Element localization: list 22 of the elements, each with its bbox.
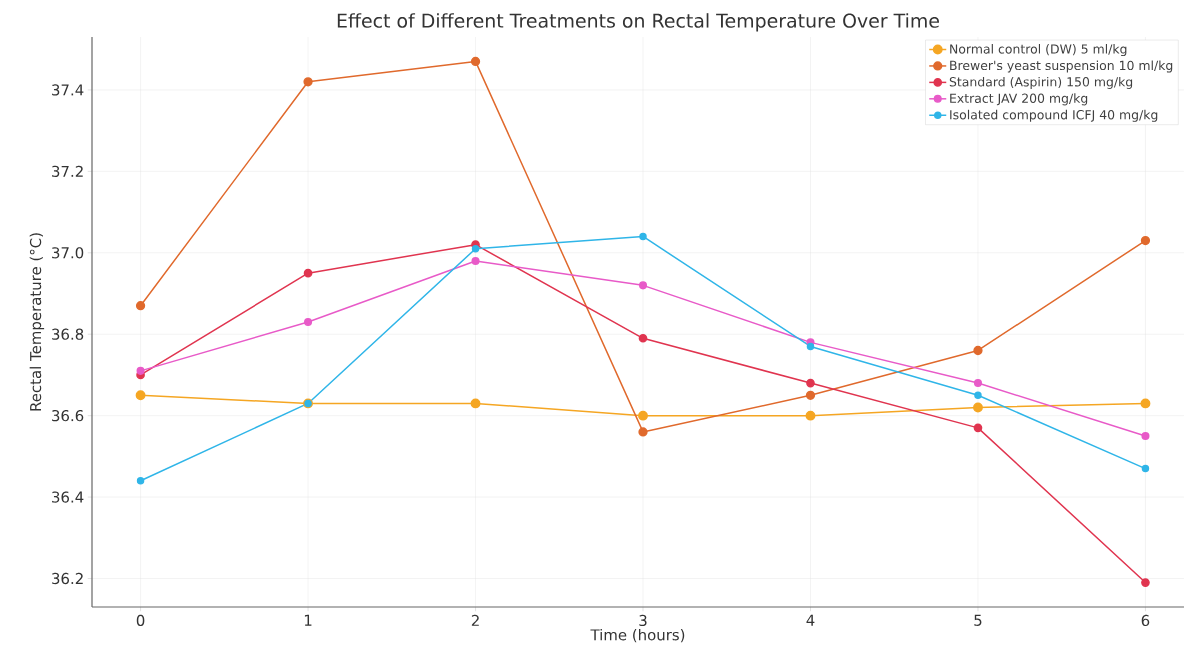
x-tick-label: 0	[136, 614, 145, 627]
x-tick-label: 1	[304, 614, 312, 626]
y-tick-label: 36.4	[52, 491, 84, 503]
x-tick-label: 2	[471, 614, 479, 626]
chart-title: Effect of Different Treatments on Rectal Temperature Over Time	[337, 13, 939, 32]
y-tick-label: 36.6	[52, 409, 84, 422]
legend-label: Standard (Aspirin) 150 mg/kg	[949, 76, 1133, 89]
legend-label: Isolated compound ICFJ 40 mg/kg	[950, 109, 1158, 122]
y-axis-title: Rectal Temperature (°C)	[29, 233, 45, 411]
x-tick-label: 4	[806, 614, 815, 626]
x-tick-label: 6	[1141, 614, 1150, 627]
y-tick-label: 37.0	[52, 247, 84, 259]
legend-label: Brewer's yeast suspension 10 ml/kg	[950, 60, 1173, 73]
legend-label: Extract JAV 200 mg/kg	[950, 93, 1088, 106]
legend-label: Normal control (DW) 5 ml/kg	[950, 44, 1127, 57]
y-tick-label: 36.8	[52, 328, 84, 340]
x-tick-label: 5	[974, 614, 982, 626]
y-tick-label: 37.4	[52, 84, 84, 96]
x-tick-label: 3	[639, 614, 647, 627]
y-tick-label: 36.2	[52, 572, 83, 585]
y-tick-label: 37.2	[52, 165, 83, 178]
x-axis-title: Time (hours)	[590, 628, 685, 643]
